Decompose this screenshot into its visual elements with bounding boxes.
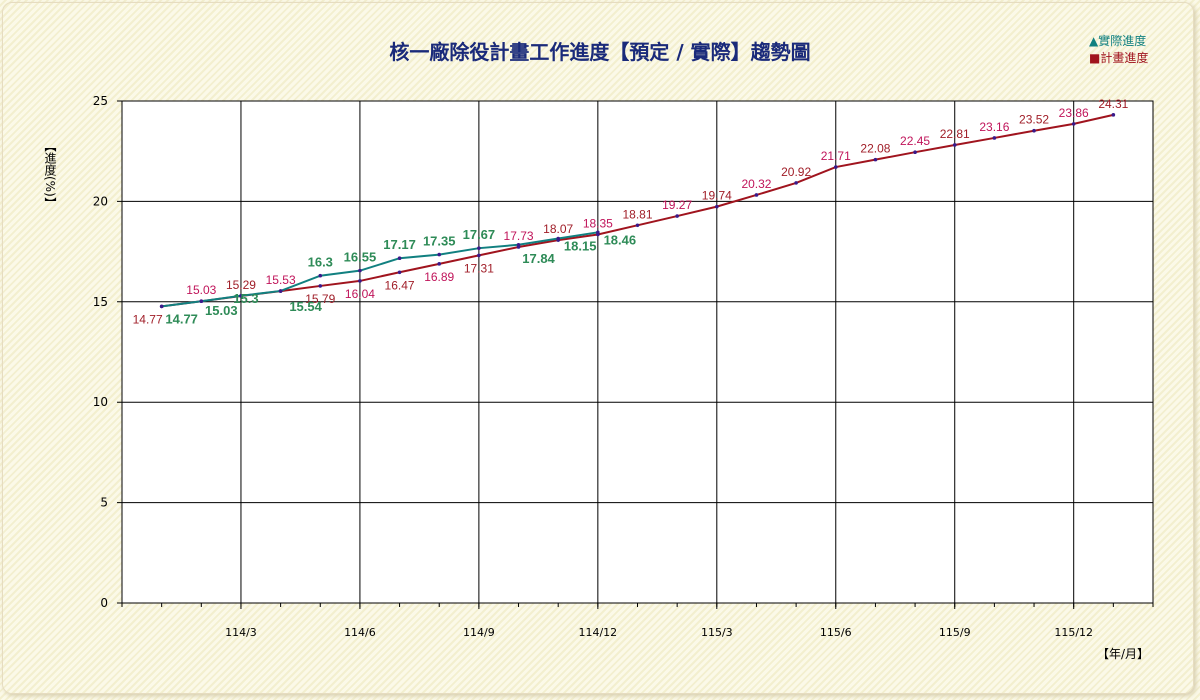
planned-point — [318, 284, 323, 288]
actual-point — [596, 230, 600, 235]
actual-point — [159, 304, 164, 309]
y-tick-label: 10 — [93, 395, 108, 409]
actual-line — [161, 231, 599, 308]
planned-data-label: 20.92 — [781, 165, 811, 179]
planned-data-label: 22.81 — [940, 127, 970, 141]
chart-title: 核一廠除役計畫工作進度【預定 / 實際】趨勢圖 — [389, 40, 811, 64]
planned-data-label: 18.07 — [543, 222, 573, 236]
y-axis-label: 【進度(%)】 — [43, 140, 57, 209]
x-tick-label: 114/3 — [225, 626, 257, 639]
legend-item-actual[interactable]: ▲實際進度 — [1089, 34, 1147, 48]
planned-data-label: 17.31 — [464, 261, 494, 275]
planned-point — [397, 270, 402, 275]
planned-data-label: 18.35 — [583, 217, 613, 231]
planned-point — [635, 223, 640, 228]
planned-point — [358, 279, 362, 283]
x-tick-label: 115/6 — [820, 626, 852, 639]
actual-point — [516, 242, 521, 247]
planned-data-label: 23.16 — [979, 120, 1009, 134]
planned-point — [1032, 128, 1036, 133]
actual-point — [199, 299, 204, 303]
y-tick-label: 5 — [100, 496, 108, 510]
triangle-icon: ▲ — [1089, 34, 1099, 48]
planned-data-label: 22.08 — [860, 142, 890, 156]
actual-data-label: 18.46 — [604, 232, 637, 247]
planned-data-label: 16.47 — [385, 278, 415, 292]
x-tick-label: 114/9 — [463, 626, 495, 639]
planned-point — [952, 143, 957, 147]
planned-data-label: 24.31 — [1098, 97, 1128, 111]
actual-data-label: 15.54 — [289, 299, 322, 314]
planned-data-label: 19.27 — [662, 198, 692, 212]
planned-point — [437, 262, 442, 266]
actual-point — [239, 293, 243, 298]
x-axis-label: 【年/月】 — [1097, 647, 1150, 661]
actual-data-label: 18.15 — [564, 239, 597, 254]
y-tick-label: 15 — [93, 295, 108, 309]
legend-item-planned[interactable]: ■計畫進度 — [1089, 51, 1149, 65]
x-tick-label: 114/12 — [578, 626, 617, 639]
actual-point — [318, 273, 323, 278]
actual-data-label: 15.03 — [205, 303, 238, 318]
legend: ▲實際進度 ■計畫進度 — [1089, 33, 1148, 67]
planned-point — [794, 181, 798, 185]
planned-data-label: 15.53 — [266, 273, 296, 287]
actual-data-label: 17.35 — [423, 234, 456, 249]
planned-point — [833, 165, 838, 169]
x-tick-label: 115/12 — [1054, 626, 1093, 639]
actual-point — [397, 256, 402, 261]
planned-data-label: 16.04 — [345, 287, 375, 301]
actual-data-label: 15.3 — [233, 291, 258, 306]
x-tick-label: 114/6 — [344, 626, 376, 639]
planned-point — [715, 204, 719, 209]
planned-data-label: 16.89 — [424, 270, 454, 284]
planned-point — [992, 136, 997, 140]
planned-data-label: 19.74 — [702, 189, 732, 203]
y-tick-label: 20 — [93, 194, 108, 208]
actual-point — [358, 268, 362, 273]
planned-data-label: 20.32 — [741, 177, 771, 191]
planned-data-label: 21.71 — [821, 149, 851, 163]
planned-point — [1071, 122, 1076, 126]
planned-data-label: 15.03 — [186, 283, 216, 297]
actual-point — [278, 289, 283, 293]
actual-data-label: 14.77 — [165, 311, 198, 326]
actual-data-label: 16.3 — [308, 255, 333, 270]
planned-data-label: 23.86 — [1059, 106, 1089, 120]
planned-point — [675, 214, 679, 218]
planned-data-label: 17.73 — [504, 229, 534, 243]
planned-data-label: 15.29 — [226, 278, 256, 292]
planned-point — [477, 253, 481, 258]
planned-point — [1111, 113, 1116, 117]
square-icon: ■ — [1089, 51, 1101, 65]
planned-point — [873, 157, 878, 162]
planned-point — [754, 193, 759, 197]
planned-data-label: 22.45 — [900, 134, 930, 148]
y-tick-label: 0 — [100, 596, 108, 610]
planned-data-label: 23.52 — [1019, 113, 1049, 127]
actual-data-label: 17.17 — [383, 237, 416, 252]
actual-point — [437, 252, 442, 257]
actual-data-label: 17.84 — [522, 251, 555, 266]
actual-point — [477, 246, 481, 250]
planned-point — [913, 150, 917, 155]
planned-data-label: 14.77 — [133, 312, 163, 326]
planned-data-label: 15.79 — [305, 292, 335, 306]
plot-area — [121, 100, 1154, 604]
actual-data-label: 16.55 — [344, 250, 377, 265]
actual-data-label: 17.67 — [463, 227, 496, 242]
x-tick-label: 115/9 — [939, 626, 971, 639]
x-tick-label: 115/3 — [701, 626, 733, 639]
planned-data-label: 18.81 — [622, 207, 652, 221]
y-tick-label: 25 — [93, 94, 108, 108]
actual-point — [556, 236, 560, 241]
